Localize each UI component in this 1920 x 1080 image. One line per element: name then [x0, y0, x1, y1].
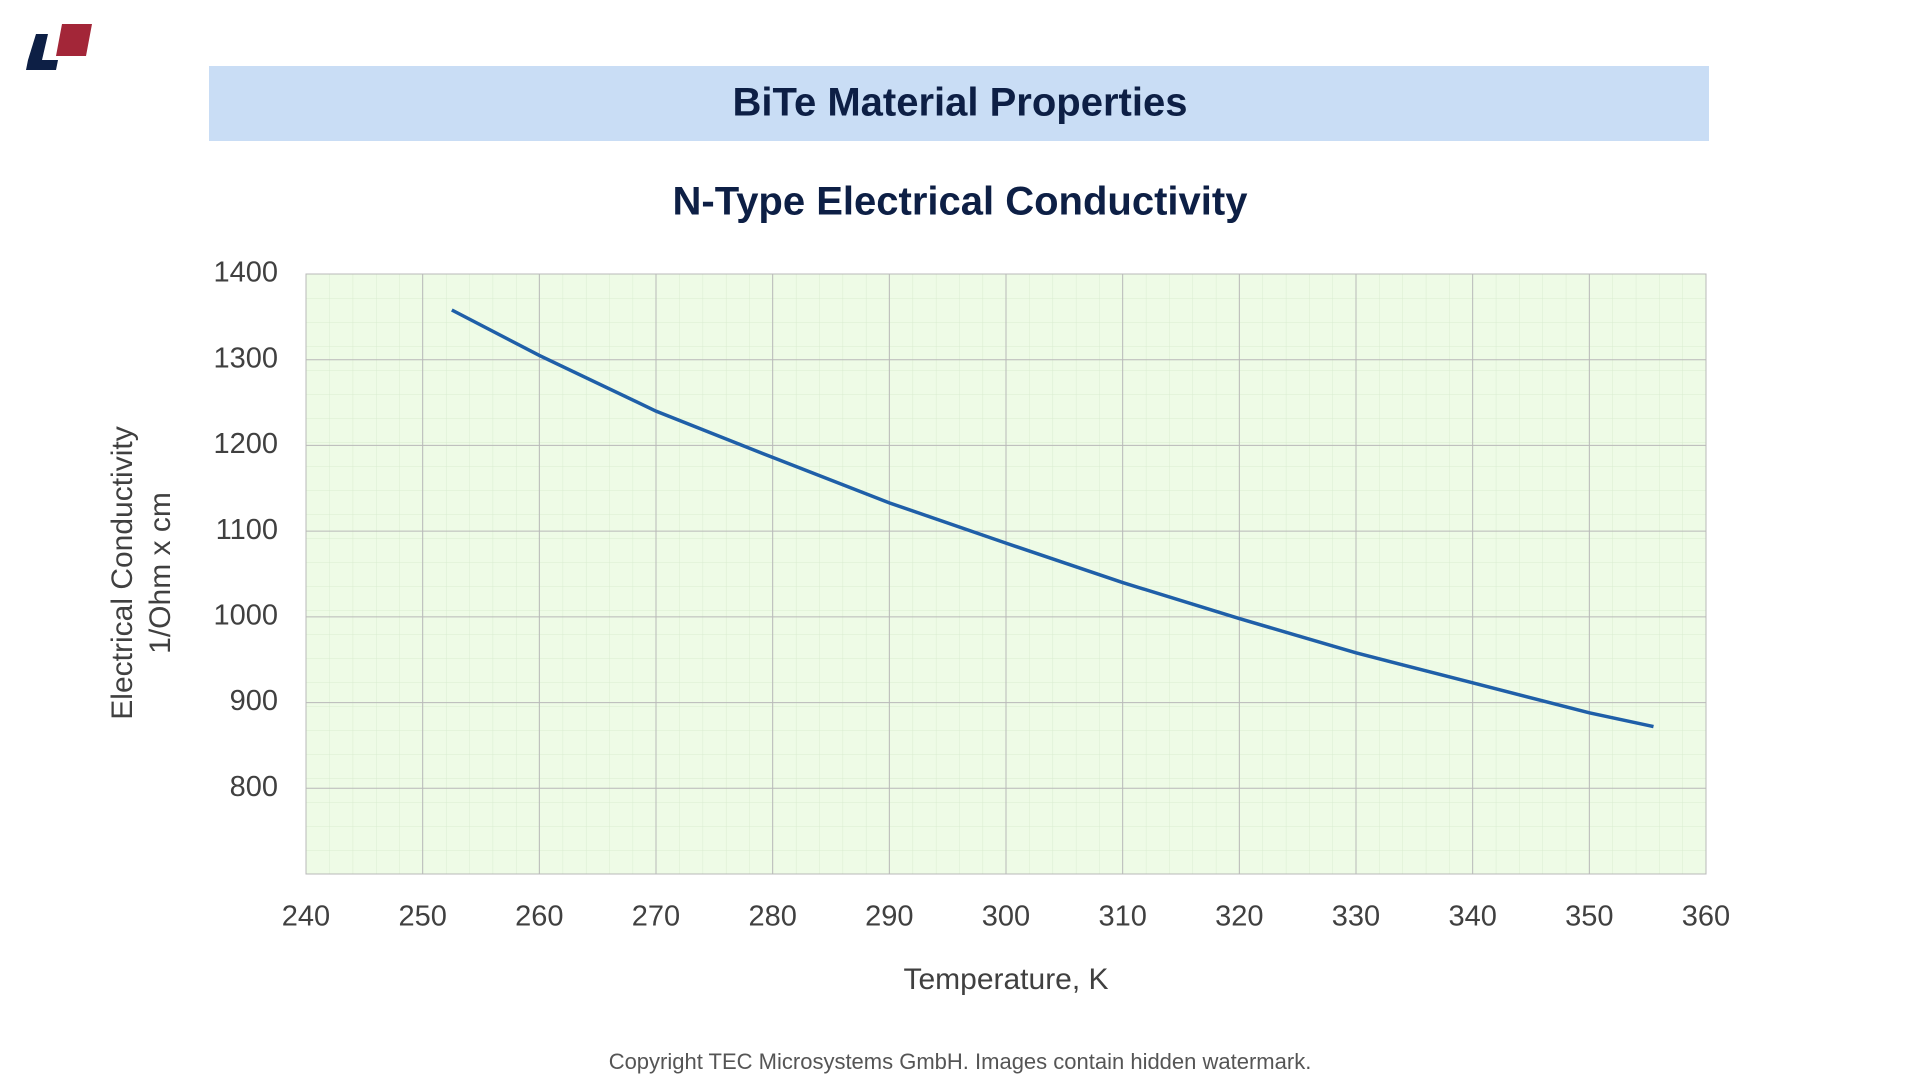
data-line [451, 308, 1654, 729]
y-tick-label: 1400 [213, 257, 278, 289]
y-tick-label: 1200 [213, 428, 278, 460]
x-tick-label: 280 [748, 901, 796, 933]
chart-title: N-Type Electrical Conductivity [673, 180, 1249, 224]
y-tick-label: 800 [230, 771, 278, 803]
y-axis-label: Electrical Conductivity 1/Ohm x cm [106, 426, 177, 719]
x-tick-label: 270 [632, 901, 680, 933]
x-tick-label: 350 [1565, 901, 1613, 933]
y-axis-label-line: Electrical Conductivity [106, 426, 139, 719]
x-tick-label: 360 [1682, 901, 1730, 933]
x-tick-label: 340 [1448, 901, 1496, 933]
y-tick-label: 900 [230, 685, 278, 717]
x-tick-label: 310 [1098, 901, 1146, 933]
page-title: BiTe Material Properties [733, 81, 1188, 125]
x-tick-label: 260 [515, 901, 563, 933]
plot-border [305, 273, 1707, 875]
y-tick-label: 1000 [213, 600, 278, 632]
y-tick-label: 1100 [216, 514, 278, 546]
x-tick-label: 330 [1332, 901, 1380, 933]
x-axis-label: Temperature, K [903, 963, 1108, 996]
x-tick-label: 250 [398, 901, 446, 933]
copyright: Copyright TEC Microsystems GmbH. Images … [609, 1049, 1312, 1074]
x-tick-label: 290 [865, 901, 913, 933]
y-axis-label-line: 1/Ohm x cm [144, 492, 177, 654]
x-tick-label: 300 [982, 901, 1030, 933]
x-tick-label: 320 [1215, 901, 1263, 933]
y-tick-label: 1300 [213, 342, 278, 374]
x-tick-label: 240 [282, 901, 330, 933]
title-band [209, 66, 1709, 141]
logo [26, 24, 92, 70]
